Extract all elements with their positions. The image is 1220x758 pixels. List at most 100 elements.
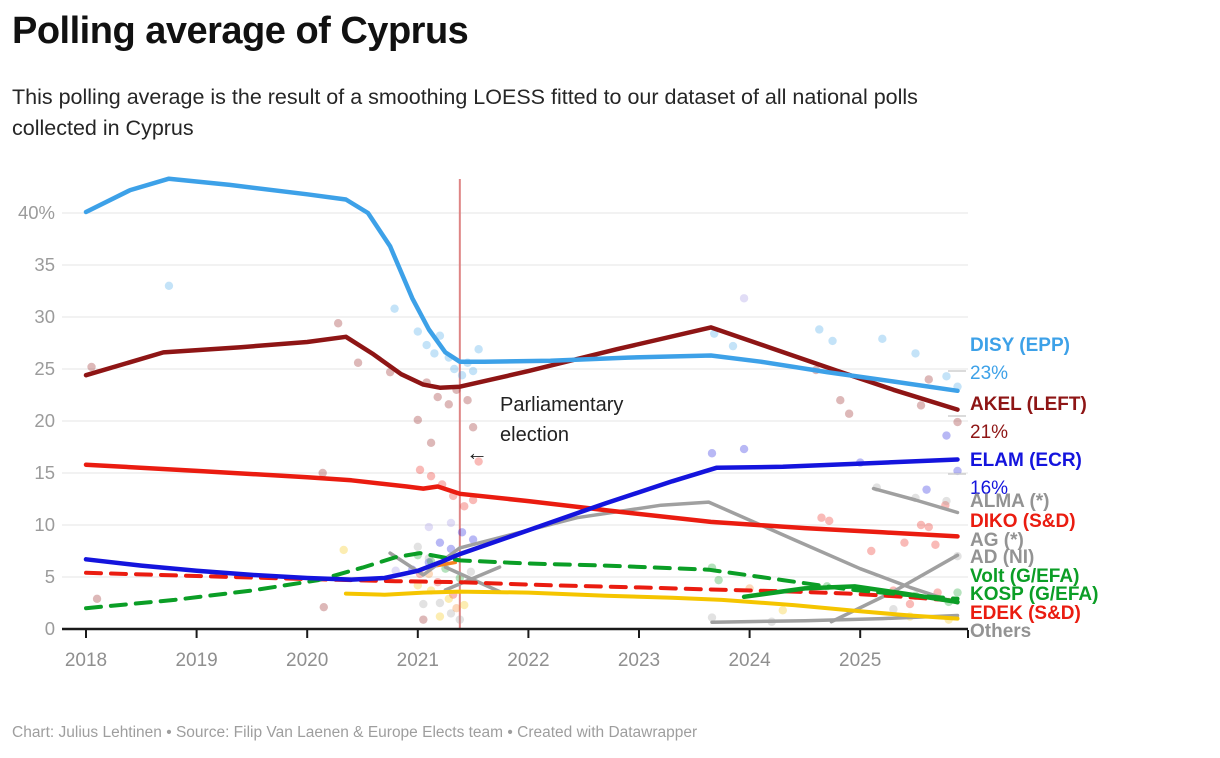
annotation-parliamentary-election: Parliamentary election <box>500 390 623 450</box>
y-axis-label: 5 <box>45 566 55 587</box>
poll-dot <box>922 485 931 494</box>
poll-dot <box>474 457 483 466</box>
chart-subtitle-line2: collected in Cyprus <box>12 116 194 141</box>
series-line-disy <box>83 176 960 394</box>
poll-dot <box>900 538 909 547</box>
poll-dot <box>739 294 749 303</box>
poll-dot <box>942 372 951 381</box>
poll-dot <box>426 471 436 481</box>
poll-dot <box>87 362 96 372</box>
poll-dot <box>435 598 445 608</box>
series-line-diko <box>83 462 960 539</box>
poll-dot <box>707 613 717 622</box>
chart-subtitle: This polling average is the result of a … <box>12 82 918 144</box>
y-axis-label: 40% <box>18 202 55 223</box>
poll-dot <box>413 327 422 336</box>
poll-dot <box>836 396 845 405</box>
poll-dot <box>415 465 425 475</box>
poll-dot <box>844 409 854 418</box>
poll-dot <box>474 345 483 354</box>
poll-dot <box>413 415 422 425</box>
poll-dot <box>390 304 399 313</box>
annotation-line2: election <box>500 424 569 446</box>
x-axis-label: 2023 <box>618 650 660 671</box>
series-line-unlabeled-yellow <box>343 589 960 621</box>
poll-dot <box>867 546 876 556</box>
poll-dot <box>828 336 837 346</box>
poll-dot <box>468 495 478 505</box>
poll-dot <box>318 468 327 478</box>
x-axis-label: 2020 <box>286 650 328 671</box>
poll-dot <box>455 615 465 624</box>
poll-dot <box>450 364 459 374</box>
x-axis-label: 2024 <box>728 650 771 671</box>
poll-dot <box>457 371 467 380</box>
poll-dot <box>460 502 469 511</box>
poll-dot <box>916 401 926 410</box>
poll-dot <box>339 545 348 555</box>
series-line-elam <box>83 457 960 582</box>
line-gray-segment-down <box>443 565 502 594</box>
series-line-volt <box>741 584 960 605</box>
annotation-left-arrow-icon: ← <box>466 440 488 465</box>
poll-dot <box>905 599 915 609</box>
poll-dot <box>468 423 478 432</box>
poll-dot <box>426 438 436 448</box>
y-axis-label: 30 <box>34 306 55 327</box>
poll-dot <box>446 609 456 618</box>
poll-dot <box>419 615 428 624</box>
chart-title: Polling average of Cyprus <box>12 10 469 52</box>
annotation-line1: Parliamentary <box>500 394 624 416</box>
poll-dot <box>916 520 926 530</box>
poll-dot <box>953 466 962 476</box>
poll-dot <box>825 516 834 526</box>
poll-dot <box>435 612 445 621</box>
poll-dot <box>435 538 445 547</box>
poll-dot <box>422 340 431 350</box>
poll-dot <box>739 444 749 454</box>
poll-dot <box>468 535 478 544</box>
poll-dot <box>942 431 951 440</box>
poll-dot <box>446 518 456 528</box>
poll-dot <box>931 540 940 549</box>
poll-dot <box>953 588 962 597</box>
poll-dot <box>430 349 439 358</box>
poll-dot <box>319 602 328 612</box>
poll-dot <box>468 366 478 376</box>
poll-dot <box>452 604 461 613</box>
poll-dot <box>333 319 343 328</box>
poll-dot <box>911 349 920 358</box>
poll-dot <box>889 605 898 614</box>
x-axis-label: 2019 <box>175 650 217 671</box>
poll-dot <box>878 334 887 344</box>
footer-credit: Chart: Julius Lehtinen • Source: Filip V… <box>12 724 698 741</box>
poll-dot <box>92 594 102 604</box>
x-axis-label: 2021 <box>397 650 439 671</box>
y-axis-label: 35 <box>34 254 55 275</box>
poll-dot <box>413 542 422 552</box>
poll-dot <box>463 396 472 405</box>
poll-dot <box>778 606 787 615</box>
series-line-akel <box>83 325 960 412</box>
y-axis-label: 0 <box>45 618 55 639</box>
x-axis-label: 2022 <box>507 650 549 671</box>
poll-dot <box>433 392 442 402</box>
poll-dot <box>435 331 445 340</box>
poll-dot <box>714 575 723 585</box>
x-axis-label: 2018 <box>65 650 107 671</box>
series-line-kosp <box>84 551 960 611</box>
chart-subtitle-line1: This polling average is the result of a … <box>12 85 918 109</box>
poll-dot <box>707 449 717 458</box>
poll-dot <box>728 341 738 351</box>
poll-dot <box>444 400 453 409</box>
poll-dot <box>457 528 467 537</box>
poll-dot <box>466 567 476 576</box>
poll-dot <box>817 513 826 522</box>
poll-dot <box>164 281 174 290</box>
y-axis-label: 25 <box>34 358 55 379</box>
y-axis-label: 10 <box>34 514 55 535</box>
poll-dot <box>460 600 469 610</box>
poll-dot <box>942 496 951 506</box>
